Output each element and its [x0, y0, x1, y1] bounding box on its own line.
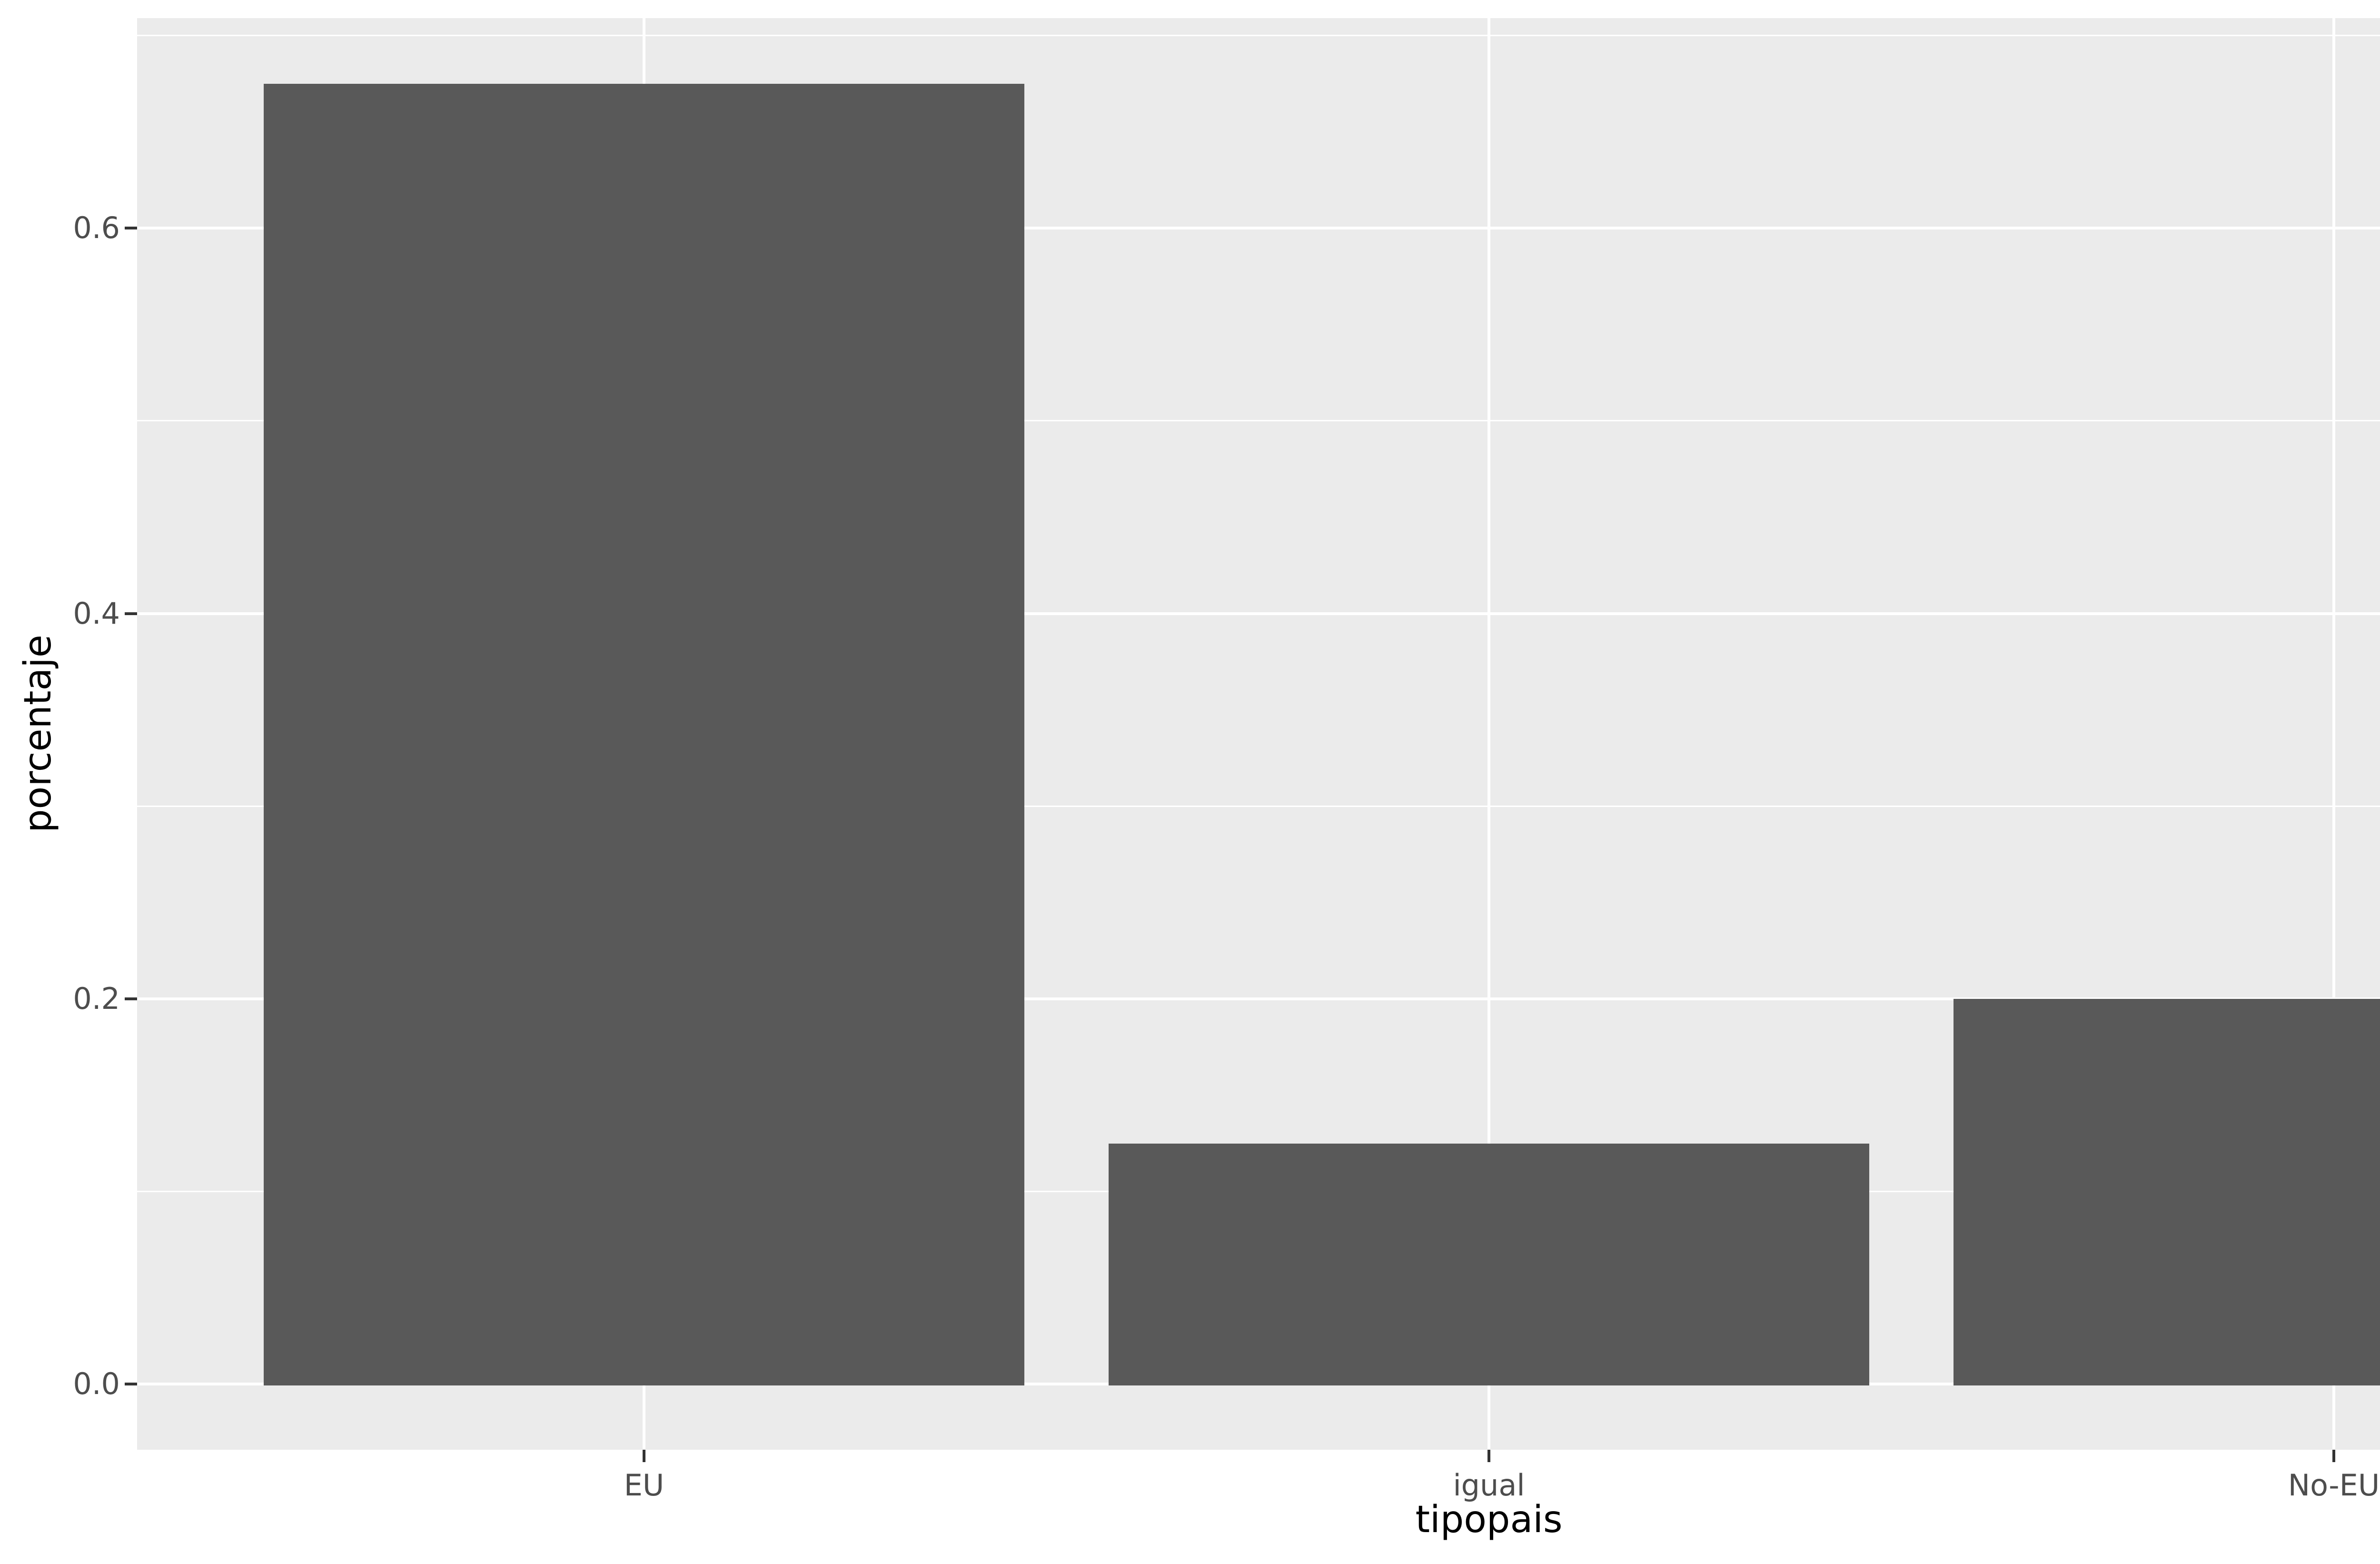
y-gridline-major-0.6: [137, 227, 2380, 230]
plot-panel: [137, 18, 2380, 1450]
y-gridline-major-0.4: [137, 612, 2380, 615]
y-tick-mark-0.2: [125, 997, 137, 1000]
y-tick-mark-0: [125, 1383, 137, 1386]
bar-no-eu: [1954, 998, 2380, 1386]
y-tick-label-0.4: 0.4: [73, 596, 120, 631]
x-gridline-igual: [1488, 18, 1490, 1450]
y-tick-mark-0.6: [125, 227, 137, 230]
y-gridline-major-0.2: [137, 997, 2380, 1000]
x-tick-mark-EU: [643, 1450, 645, 1462]
y-axis-title: porcentaje: [17, 635, 60, 833]
y-gridline-minor-0.5: [137, 420, 2380, 422]
x-tick-label-EU: EU: [624, 1468, 664, 1503]
x-tick-label-igual: igual: [1453, 1468, 1525, 1503]
y-tick-mark-0.4: [125, 612, 137, 615]
x-tick-mark-igual: [1488, 1450, 1490, 1462]
x-tick-label-No-EU: No-EU: [2288, 1468, 2380, 1503]
bar-igual: [1109, 1143, 1869, 1386]
x-axis-title: tipopais: [1415, 1498, 1563, 1541]
y-tick-label-0: 0.0: [73, 1366, 120, 1402]
bar-eu: [264, 83, 1024, 1386]
y-gridline-minor-0.3: [137, 805, 2380, 807]
x-gridline-No-EU: [2332, 18, 2335, 1450]
x-tick-mark-No-EU: [2332, 1450, 2335, 1462]
y-tick-label-0.6: 0.6: [73, 210, 120, 246]
y-tick-label-0.2: 0.2: [73, 981, 120, 1016]
y-gridline-minor-0.7: [137, 34, 2380, 36]
